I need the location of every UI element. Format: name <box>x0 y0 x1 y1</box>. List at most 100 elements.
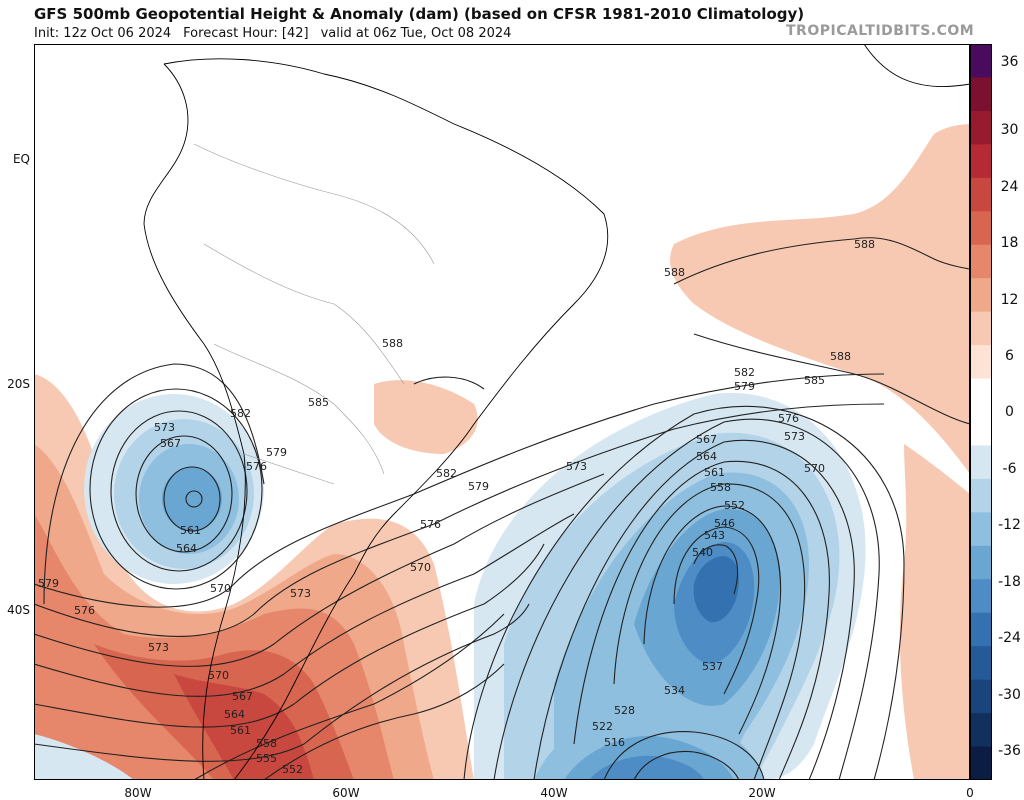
contour-label: 537 <box>702 660 723 673</box>
lon-label-40w: 40W <box>540 786 568 800</box>
contour-label: 546 <box>714 517 735 530</box>
contour-label: 567 <box>232 690 253 703</box>
contour-label: 552 <box>724 499 745 512</box>
forecast-info: Init: 12z Oct 06 2024 Forecast Hour: [42]… <box>34 26 511 41</box>
valid-time: valid at 06z Tue, Oct 08 2024 <box>320 26 512 41</box>
colorbar-tick: -24 <box>998 630 1021 646</box>
colorbar-tick: -36 <box>998 743 1021 759</box>
colorbar-tick: -30 <box>998 687 1021 703</box>
contour-label: 555 <box>256 752 277 765</box>
contour-labels: 588 588 588 585 582 579 576 573 570 567 … <box>38 238 875 776</box>
lat-label-20s: 20S <box>7 377 30 391</box>
lon-label-0: 0 <box>966 786 974 800</box>
colorbar-segment <box>970 211 992 246</box>
contour-label: 561 <box>180 524 201 537</box>
contour-label: 573 <box>784 430 805 443</box>
contour-label: 558 <box>710 481 731 494</box>
height-contours <box>34 237 970 780</box>
contour-label: 585 <box>804 374 825 387</box>
colorbar-segment <box>970 44 992 78</box>
lon-label-60w: 60W <box>332 786 360 800</box>
contour-label: 522 <box>592 720 613 733</box>
contour-label: 570 <box>208 669 229 682</box>
colorbar-segment <box>970 713 992 748</box>
colorbar-tick: 18 <box>1000 235 1019 251</box>
colorbar-tick: 6 <box>1005 348 1014 364</box>
colorbar-tick: 36 <box>1000 54 1019 70</box>
contour-label: 585 <box>308 396 329 409</box>
colorbar-segment <box>970 311 992 346</box>
contour-label: 582 <box>230 407 251 420</box>
colorbar-tick: 30 <box>1000 122 1019 138</box>
lat-label-eq: EQ <box>12 152 30 166</box>
colorbar <box>970 44 992 781</box>
colorbar-segment <box>970 612 992 647</box>
lon-label-20w: 20W <box>748 786 776 800</box>
contour-label: 558 <box>256 737 277 750</box>
contour-label: 534 <box>664 684 685 697</box>
colorbar-segment <box>970 345 992 380</box>
contour-label: 576 <box>778 412 799 425</box>
contour-label: 543 <box>704 529 725 542</box>
contour-label: 579 <box>468 480 489 493</box>
colorbar-segment <box>970 646 992 681</box>
colorbar-segment <box>970 545 992 580</box>
colorbar-segment <box>970 378 992 413</box>
contour-label: 588 <box>854 238 875 251</box>
contour-label: 576 <box>74 604 95 617</box>
init-time: Init: 12z Oct 06 2024 <box>34 26 172 41</box>
contour-label: 561 <box>704 466 725 479</box>
colorbar-tick: 12 <box>1000 292 1019 308</box>
contour-label: 516 <box>604 736 625 749</box>
colorbar-segment <box>970 110 992 145</box>
contour-label: 564 <box>176 542 197 555</box>
contour-label: 573 <box>154 421 175 434</box>
contour-label: 540 <box>692 546 713 559</box>
positive-anomaly-shading <box>34 124 970 780</box>
contour-label: 570 <box>804 462 825 475</box>
colorbar-segment <box>970 177 992 212</box>
colorbar-segment <box>970 679 992 714</box>
colorbar-tick: -6 <box>1002 461 1017 477</box>
negative-anomaly-shading <box>34 392 866 780</box>
colorbar-segment <box>970 746 992 781</box>
contour-label: 576 <box>246 460 267 473</box>
contour-label: 576 <box>420 518 441 531</box>
country-borders <box>193 143 435 485</box>
contour-label: 552 <box>282 763 303 776</box>
colorbar-segment <box>970 478 992 513</box>
contour-label: 567 <box>696 433 717 446</box>
colorbar-segment <box>970 412 992 446</box>
contour-label: 588 <box>830 350 851 363</box>
anomaly-map: 588 588 588 585 582 579 576 573 570 567 … <box>34 44 970 780</box>
colorbar-segment <box>970 278 992 313</box>
colorbar-segment <box>970 579 992 614</box>
colorbar-tick: 0 <box>1005 404 1014 420</box>
contour-label: 582 <box>436 467 457 480</box>
contour-label: 573 <box>148 641 169 654</box>
colorbar-tick: -12 <box>998 517 1021 533</box>
contour-label: 579 <box>734 380 755 393</box>
contour-label: 564 <box>696 450 717 463</box>
contour-label: 588 <box>664 266 685 279</box>
colorbar-segment <box>970 244 992 279</box>
brand-watermark: TROPICALTIDBITS.COM <box>786 23 975 39</box>
contour-label: 588 <box>382 337 403 350</box>
contour-label: 573 <box>290 587 311 600</box>
colorbar-segment <box>970 144 992 179</box>
contour-label: 528 <box>614 704 635 717</box>
colorbar-segment <box>970 445 992 480</box>
contour-label: 573 <box>566 460 587 473</box>
contour-label: 570 <box>410 561 431 574</box>
forecast-hour: Forecast Hour: [42] <box>183 26 309 41</box>
contour-label: 561 <box>230 724 251 737</box>
lat-label-40s: 40S <box>7 603 30 617</box>
page-title: GFS 500mb Geopotential Height & Anomaly … <box>34 5 805 23</box>
colorbar-segment <box>970 512 992 547</box>
contour-label: 582 <box>734 366 755 379</box>
colorbar-tick: -18 <box>998 574 1021 590</box>
lon-label-80w: 80W <box>124 786 152 800</box>
contour-label: 579 <box>38 577 59 590</box>
contour-label: 579 <box>266 446 287 459</box>
colorbar-segment <box>970 77 992 112</box>
